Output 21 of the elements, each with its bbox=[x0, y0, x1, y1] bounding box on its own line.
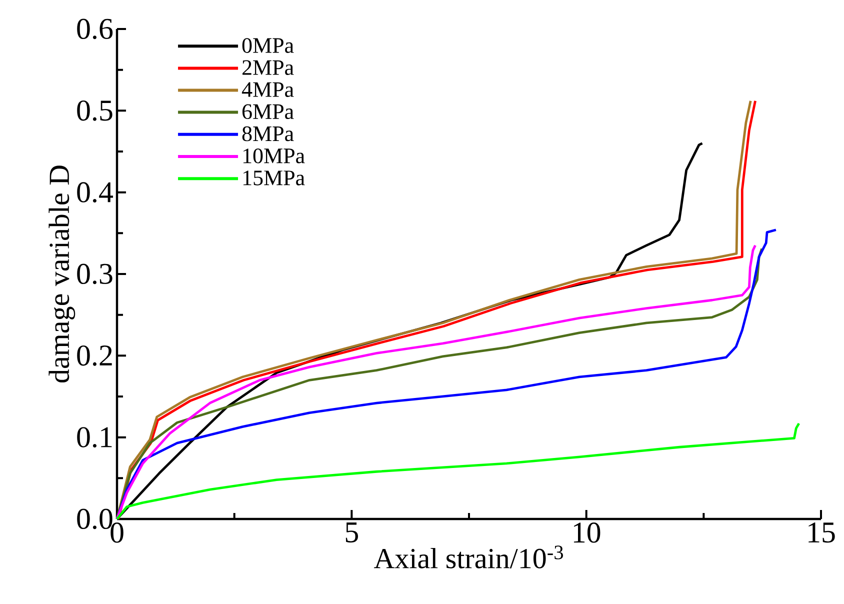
x-tick-label: 15 bbox=[808, 522, 835, 543]
line-series bbox=[116, 422, 800, 520]
y-tick-label: 0.5 bbox=[77, 100, 112, 121]
y-axis-title: damage variable D bbox=[48, 166, 76, 382]
legend-label: 10MPa bbox=[243, 148, 305, 164]
legend-label: 2MPa bbox=[242, 60, 294, 76]
y-tick-label: 0.1 bbox=[77, 427, 112, 448]
y-tick-label: 0.0 bbox=[77, 508, 112, 530]
y-tick-label: 0.4 bbox=[77, 182, 114, 203]
legend-label: 8MPa bbox=[242, 126, 294, 142]
x-axis-title: Axial strain/10$^{-3}$ bbox=[374, 546, 563, 568]
legend-label: 0MPa bbox=[242, 38, 294, 53]
y-tick-label: 0.2 bbox=[77, 345, 112, 366]
legend-label: 15MPa bbox=[243, 170, 305, 186]
legend-label: 4MPa bbox=[242, 82, 294, 97]
x-tick-label: 0 bbox=[110, 522, 124, 543]
legend-label: 6MPa bbox=[242, 104, 294, 120]
y-tick-label: 0.3 bbox=[77, 264, 112, 284]
y-tick-label: 0.6 bbox=[77, 18, 113, 40]
x-tick-label: 5 bbox=[346, 522, 358, 542]
x-tick-label: 10 bbox=[574, 522, 600, 543]
